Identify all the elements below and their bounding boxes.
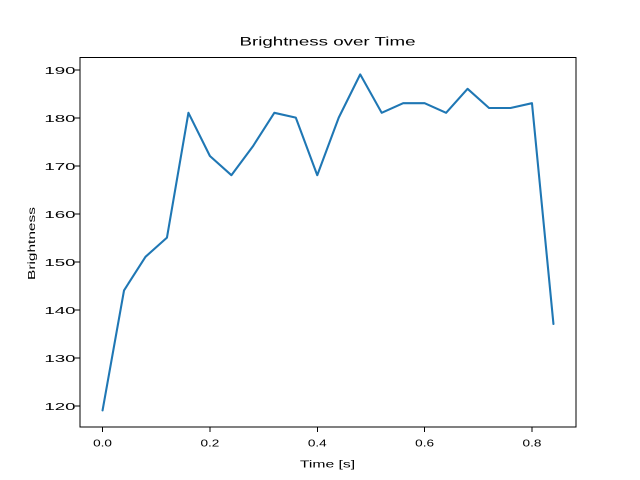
svg-text:Time [s]: Time [s] <box>300 458 355 469</box>
svg-text:0.0: 0.0 <box>93 437 112 449</box>
svg-text:160: 160 <box>44 209 75 220</box>
svg-text:170: 170 <box>44 161 75 172</box>
svg-text:0.2: 0.2 <box>200 437 219 449</box>
svg-text:150: 150 <box>44 257 75 268</box>
svg-text:0.4: 0.4 <box>308 437 327 449</box>
svg-text:0.6: 0.6 <box>415 437 434 449</box>
svg-text:140: 140 <box>44 305 75 316</box>
svg-text:190: 190 <box>44 65 75 76</box>
svg-text:180: 180 <box>44 113 75 124</box>
svg-text:120: 120 <box>44 401 75 412</box>
svg-text:Brightness: Brightness <box>26 206 38 279</box>
svg-text:0.8: 0.8 <box>523 437 542 449</box>
svg-text:Brightness over Time: Brightness over Time <box>239 36 415 49</box>
svg-text:130: 130 <box>44 353 75 364</box>
